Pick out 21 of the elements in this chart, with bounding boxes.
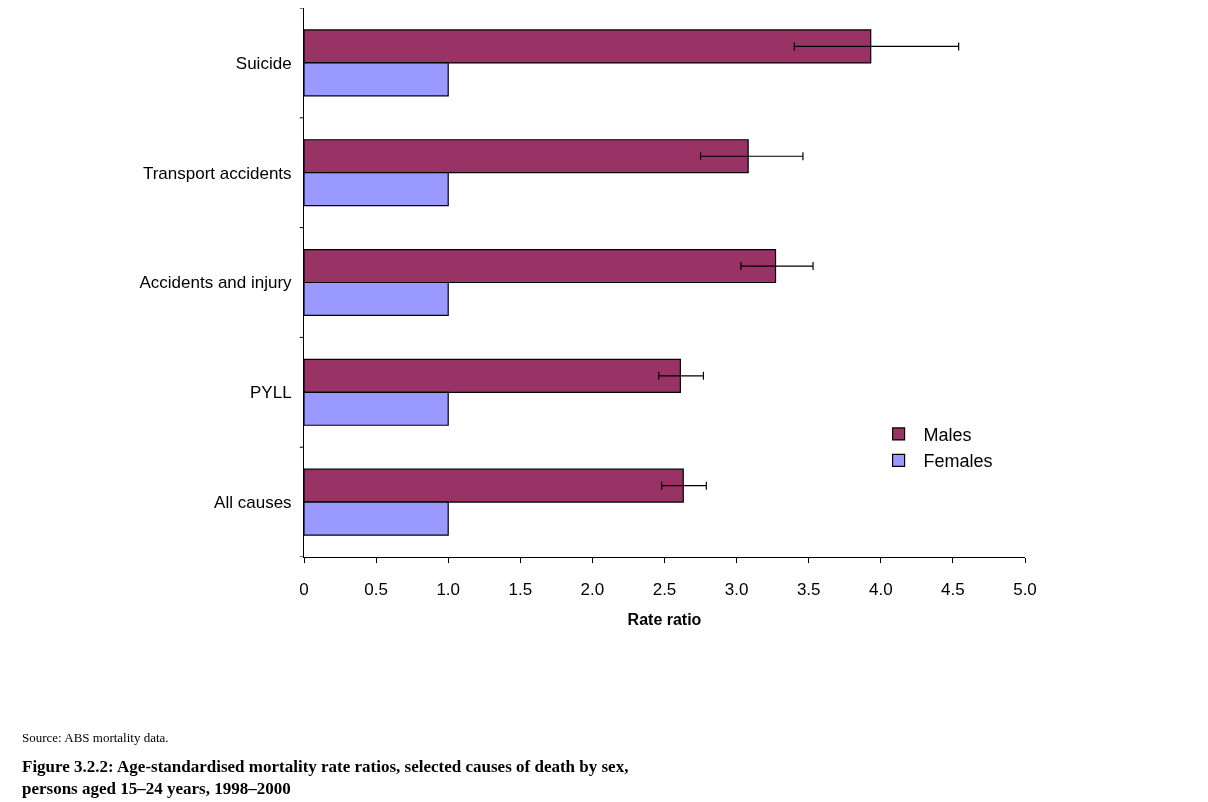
y-tick-label: Suicide (235, 53, 292, 73)
y-tick-label: All causes (214, 493, 292, 513)
x-tick-label: 1.5 (508, 580, 533, 600)
x-tick-label: 0.5 (364, 580, 388, 600)
y-tick-label: PYLL (250, 383, 292, 403)
x-tick-label: 3.5 (796, 580, 821, 600)
legend-label: Males (923, 424, 972, 445)
x-tick-label: 5.0 (1013, 580, 1037, 600)
x-tick-label: 2.0 (580, 580, 605, 600)
legend-label: Females (923, 451, 993, 472)
source-note: Source: ABS mortality data. (22, 730, 169, 745)
x-tick-label: 0 (299, 580, 309, 600)
x-tick-label: 4.5 (941, 580, 965, 600)
x-tick-label: 2.5 (652, 580, 677, 600)
x-tick-label: 1.0 (436, 580, 461, 600)
y-tick-label: Transport accidents (142, 163, 292, 183)
text: Figure 3.2.2: Age-standardised mortality rate ratios, selected causes of death by sex, persons aged 15–24 years, 1998–2000 (22, 757, 629, 799)
x-tick-label: 3.0 (724, 580, 749, 600)
x-tick-label: 4.0 (868, 580, 893, 600)
y-tick-label: Accidents and injury (139, 273, 293, 293)
x-axis-title: Rate ratio (627, 611, 702, 629)
